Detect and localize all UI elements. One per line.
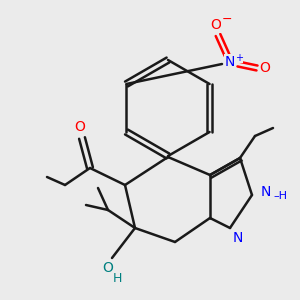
Text: N: N — [233, 231, 243, 245]
Text: −: − — [222, 13, 232, 26]
Text: O: O — [211, 18, 221, 32]
Text: –H: –H — [273, 191, 287, 201]
Text: H: H — [112, 272, 122, 284]
Text: N: N — [225, 55, 235, 69]
Text: N: N — [261, 185, 271, 199]
Text: O: O — [103, 261, 113, 275]
Text: O: O — [260, 61, 270, 75]
Text: O: O — [75, 120, 86, 134]
Text: +: + — [235, 53, 243, 63]
